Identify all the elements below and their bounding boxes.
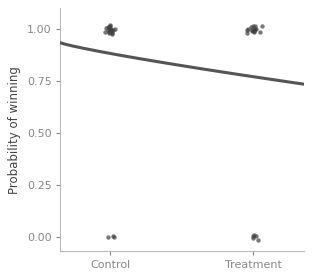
Point [252, 28, 257, 32]
Point [252, 29, 257, 34]
Point [109, 27, 114, 31]
Point [253, 234, 258, 238]
Point [251, 236, 256, 240]
Point [110, 32, 115, 36]
Point [108, 23, 113, 27]
Point [106, 25, 111, 29]
Point [102, 30, 107, 34]
Point [107, 25, 112, 29]
Point [105, 28, 110, 32]
Point [248, 24, 253, 29]
Point [110, 31, 115, 36]
Point [103, 26, 108, 30]
Point [108, 23, 113, 28]
Point [113, 26, 118, 31]
Point [252, 233, 257, 237]
Y-axis label: Probability of winning: Probability of winning [8, 66, 21, 194]
Point [111, 235, 116, 239]
Point [259, 23, 264, 28]
Point [107, 28, 112, 32]
Point [253, 27, 258, 31]
Point [252, 29, 257, 34]
Point [255, 237, 260, 242]
Point [250, 28, 255, 32]
Point [252, 27, 257, 31]
Point [251, 28, 256, 32]
Point [251, 234, 256, 238]
Point [108, 27, 113, 31]
Point [111, 234, 116, 238]
Point [111, 28, 116, 32]
Point [249, 29, 254, 33]
Point [245, 31, 250, 35]
Point [107, 30, 112, 35]
Point [251, 24, 256, 28]
Point [245, 28, 250, 32]
Point [258, 29, 263, 34]
Point [108, 28, 113, 33]
Point [109, 28, 114, 33]
Point [253, 24, 258, 28]
Point [105, 235, 110, 239]
Point [246, 27, 251, 31]
Point [106, 30, 111, 34]
